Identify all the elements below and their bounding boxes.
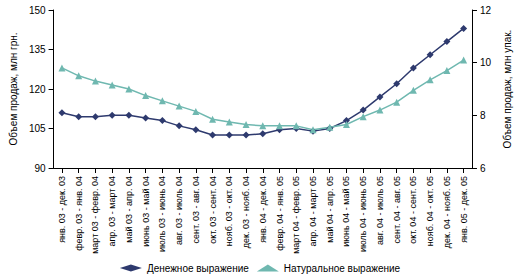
svg-text:окт. 03 - сент. 04: окт. 03 - сент. 04 [208,176,218,244]
svg-text:апр. 03 - март 04: апр. 03 - март 04 [107,176,117,247]
svg-text:дек. 04 - нояб. 05: дек. 04 - нояб. 05 [442,176,452,248]
svg-text:янв. 03 - дек. 03: янв. 03 - дек. 03 [57,176,67,243]
svg-text:сент. 03 - авг. 04: сент. 03 - авг. 04 [191,176,201,244]
svg-text:июль 04 - июнь 05: июль 04 - июнь 05 [358,176,368,252]
svg-text:янв. 05 - дек. 05: янв. 05 - дек. 05 [459,176,469,243]
svg-text:июль 03 - июнь 04: июль 03 - июнь 04 [157,176,167,252]
svg-text:нояб. 03 - окт. 04: нояб. 03 - окт. 04 [224,176,234,246]
svg-text:нояб. 04 - окт. 05: нояб. 04 - окт. 05 [425,176,435,246]
svg-text:февр. 03 - янв. 04: февр. 03 - янв. 04 [74,176,84,251]
svg-text:июнь 03 - май 04: июнь 03 - май 04 [141,176,151,247]
svg-text:февр. 04 - янв. 05: февр. 04 - янв. 05 [275,176,285,251]
svg-text:май 03 - апр. 04: май 03 - апр. 04 [124,176,134,243]
svg-text:Натуральное выражение: Натуральное выражение [284,263,401,274]
svg-text:окт. 04 - сент. 05: окт. 04 - сент. 05 [408,176,418,244]
svg-text:март 03 - февр. 04: март 03 - февр. 04 [90,176,100,254]
svg-text:6: 6 [480,163,486,174]
svg-text:135: 135 [29,44,46,55]
svg-text:дек. 03 - нояб. 04: дек. 03 - нояб. 04 [241,176,251,248]
svg-text:авг. 04 - июль 05: авг. 04 - июль 05 [375,176,385,245]
svg-text:90: 90 [34,163,46,174]
svg-text:март 04 - февр. 05: март 04 - февр. 05 [291,176,301,254]
svg-text:авг. 03 - июль 04: авг. 03 - июль 04 [174,176,184,245]
svg-text:Объем продаж, млн упак.: Объем продаж, млн упак. [502,30,513,149]
svg-text:10: 10 [480,57,492,68]
svg-text:июнь 04 - май 05: июнь 04 - май 05 [341,176,351,247]
svg-text:май 04 - апр. 05: май 04 - апр. 05 [325,176,335,243]
svg-text:апр. 04 - март 05: апр. 04 - март 05 [308,176,318,247]
svg-text:105: 105 [29,123,46,134]
svg-text:12: 12 [480,5,492,16]
svg-text:янв. 04 - дек. 04: янв. 04 - дек. 04 [258,176,268,243]
svg-text:Объем продаж, млн грн.: Объем продаж, млн грн. [8,32,19,145]
svg-text:8: 8 [480,110,486,121]
svg-text:120: 120 [29,84,46,95]
svg-text:150: 150 [29,5,46,16]
svg-text:Денежное выражение: Денежное выражение [147,263,249,274]
svg-text:сент. 04 - авг. 05: сент. 04 - авг. 05 [392,176,402,244]
